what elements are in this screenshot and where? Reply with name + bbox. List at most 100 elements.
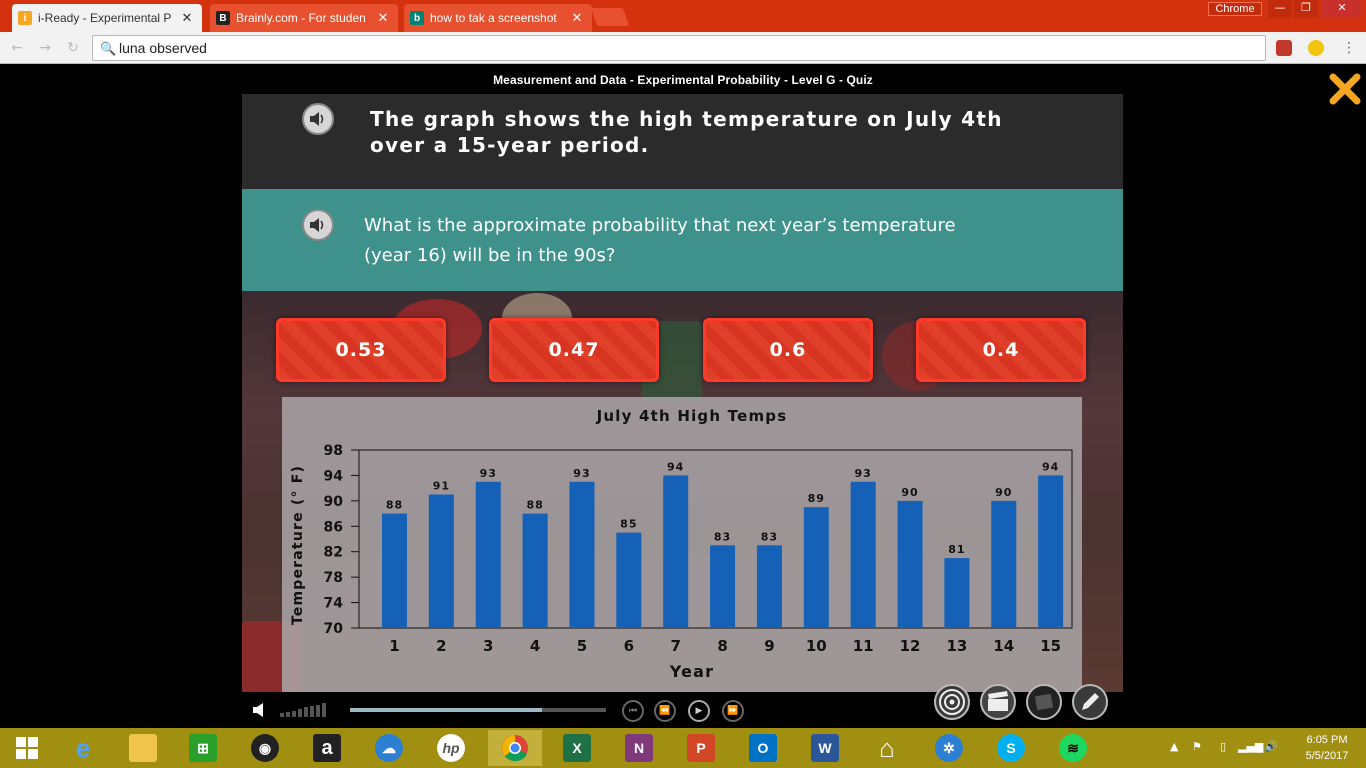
data-label: 83 [761, 530, 778, 543]
play-icon[interactable]: ▶ [688, 700, 710, 722]
pencil-icon[interactable] [1072, 684, 1108, 720]
x-tick-label: 7 [670, 637, 680, 655]
emoji-extension-icon[interactable] [1308, 40, 1324, 56]
extension-icon[interactable] [1276, 40, 1292, 56]
volume-icon[interactable] [252, 702, 266, 718]
quiz-title: Measurement and Data - Experimental Prob… [493, 73, 873, 87]
close-tab-icon[interactable]: ✕ [571, 10, 583, 25]
data-label: 93 [480, 467, 497, 480]
reload-icon[interactable]: ↻ [67, 40, 79, 56]
amazon-icon[interactable]: a [300, 730, 354, 766]
quiz-stage: The graph shows the high temperature on … [242, 94, 1123, 692]
onedrive-icon[interactable]: ☁ [362, 730, 416, 766]
iready-favicon-icon: i [18, 11, 32, 25]
bar [756, 545, 782, 628]
browser-title-bar: i i-Ready - Experimental P ✕ B Brainly.c… [0, 0, 1366, 32]
close-tab-icon[interactable]: ✕ [181, 10, 193, 25]
bar [428, 494, 454, 628]
target-icon[interactable] [934, 684, 970, 720]
answer-button[interactable]: 0.6 [703, 318, 873, 382]
fast-forward-icon[interactable]: ⏩ [722, 700, 744, 722]
spotify-icon[interactable]: ≋ [1046, 730, 1100, 766]
answer-button[interactable]: 0.4 [916, 318, 1086, 382]
network-icon[interactable]: ✲ [922, 730, 976, 766]
hp-icon[interactable]: hp [424, 730, 478, 766]
clapboard-icon[interactable] [980, 684, 1016, 720]
close-tab-icon[interactable]: ✕ [377, 10, 389, 25]
back-icon[interactable]: ← [11, 40, 23, 56]
bar [850, 481, 876, 628]
y-tick-label: 94 [324, 468, 344, 484]
speaker-icon[interactable] [302, 209, 334, 241]
tab-title: Brainly.com - For studen [236, 11, 366, 25]
media-icon[interactable]: ◉ [238, 730, 292, 766]
bar [991, 500, 1017, 628]
edge-icon[interactable]: e [75, 732, 91, 763]
tab-iready[interactable]: i i-Ready - Experimental P ✕ [12, 4, 202, 32]
maximize-button[interactable]: ❐ [1294, 0, 1318, 18]
speaker-tray-icon[interactable]: 🔊 [1264, 740, 1278, 753]
tab-brainly[interactable]: B Brainly.com - For studen ✕ [210, 4, 398, 32]
menu-icon[interactable]: ⋮ [1342, 40, 1356, 56]
volume-level-icon[interactable] [280, 703, 328, 717]
new-tab-button[interactable] [590, 8, 630, 26]
tab-bing[interactable]: b how to tak a screenshot ✕ [404, 4, 592, 32]
wifi-icon[interactable]: ▂▄▆ [1238, 740, 1264, 753]
rewind-icon[interactable]: ⏪ [654, 700, 676, 722]
y-tick-label: 90 [324, 494, 344, 510]
windows-start-icon[interactable] [0, 730, 54, 766]
bar [522, 513, 548, 628]
close-window-button[interactable]: ✕ [1322, 0, 1362, 18]
chart-panel: July 4th High Temps 70 74 78 82 86 90 94 98 88 1 91… [282, 397, 1082, 692]
tab-title: i-Ready - Experimental P [38, 11, 172, 25]
search-icon: 🔍 [100, 41, 117, 56]
speaker-icon[interactable] [302, 103, 334, 135]
question-text: What is the approximate probability that… [364, 215, 956, 266]
close-icon[interactable] [1328, 72, 1362, 106]
data-label: 88 [386, 499, 403, 512]
x-tick-label: 1 [389, 637, 399, 655]
progress-track[interactable] [350, 708, 606, 712]
date: 5/5/2017 [1305, 750, 1349, 762]
y-tick-label: 82 [324, 545, 343, 561]
media-player-bar: ⏮ ⏪ ▶ ⏩ [242, 684, 1123, 728]
answer-button[interactable]: 0.53 [276, 318, 446, 382]
flag-icon[interactable]: ⚑ [1192, 740, 1202, 753]
y-tick-label: 74 [324, 596, 344, 612]
address-bar[interactable]: 🔍 luna observed [92, 35, 1266, 61]
bar [710, 545, 736, 628]
y-axis-label: Temperature (° F) [290, 465, 306, 625]
bar [1038, 475, 1064, 628]
notebook-icon[interactable] [1026, 684, 1062, 720]
data-label: 89 [808, 492, 825, 505]
chrome-profile-label[interactable]: Chrome [1208, 2, 1262, 16]
powerpoint-icon[interactable]: P [674, 730, 728, 766]
x-tick-label: 10 [806, 637, 827, 655]
skip-back-icon[interactable]: ⏮ [622, 700, 644, 722]
clock[interactable]: 6:05 PM 5/5/2017 [1292, 732, 1362, 764]
forward-icon[interactable]: → [39, 40, 51, 56]
battery-icon[interactable]: ▯ [1220, 740, 1227, 753]
onenote-icon[interactable]: N [612, 730, 666, 766]
skype-icon[interactable]: S [984, 730, 1038, 766]
x-tick-label: 6 [624, 637, 634, 655]
tray-arrow-icon[interactable]: ▲ [1170, 740, 1179, 753]
data-label: 90 [995, 486, 1012, 499]
time: 6:05 PM [1306, 734, 1348, 746]
prompt-panel: The graph shows the high temperature on … [242, 94, 1123, 189]
x-tick-label: 13 [946, 637, 967, 655]
chrome-icon[interactable] [488, 730, 542, 766]
home-icon[interactable]: ⌂ [879, 732, 895, 763]
bar [475, 481, 501, 628]
store-icon[interactable]: ⊞ [176, 730, 230, 766]
x-tick-label: 4 [530, 637, 540, 655]
excel-icon[interactable]: X [550, 730, 604, 766]
x-tick-label: 9 [764, 637, 774, 655]
minimize-button[interactable]: — [1268, 0, 1292, 18]
data-label: 88 [526, 499, 543, 512]
answer-button[interactable]: 0.47 [489, 318, 659, 382]
bar [616, 532, 642, 628]
file-explorer-icon[interactable] [116, 730, 170, 766]
outlook-icon[interactable]: O [736, 730, 790, 766]
word-icon[interactable]: W [798, 730, 852, 766]
